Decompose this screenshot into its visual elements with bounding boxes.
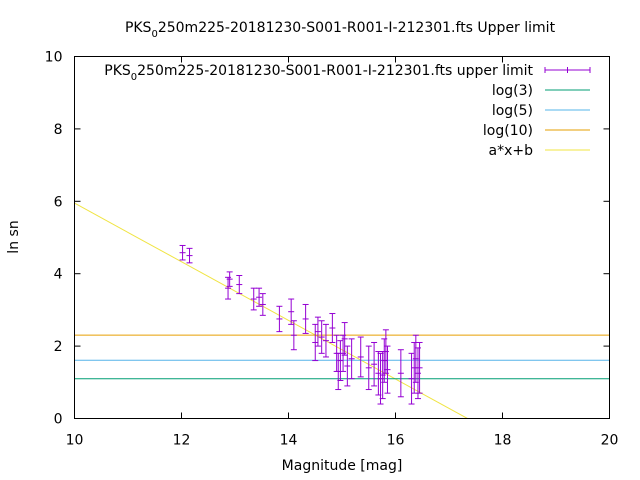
data-point [236, 275, 243, 295]
fit-line [74, 202, 469, 419]
legend-label: log(10) [483, 123, 533, 139]
legend-label: log(5) [492, 103, 533, 119]
data-point [384, 345, 391, 394]
legend-entry: log(5) [492, 103, 590, 119]
data-point [329, 313, 336, 343]
data-point [371, 341, 378, 387]
legend-label: PKS0250m225-20181230-S001-R001-I-212301.… [104, 63, 533, 83]
legend-sample-errorbar [544, 67, 591, 73]
data-point [318, 320, 325, 354]
plot-frame [74, 56, 610, 419]
data-point [397, 349, 404, 398]
data-point [416, 341, 423, 394]
data-point [290, 320, 297, 351]
legend-entry: PKS0250m225-20181230-S001-R001-I-212301.… [104, 63, 591, 83]
x-axis-ticks: 10 12 14 16 18 20 [66, 56, 619, 449]
chart-title: PKS0250m225-20181230-S001-R001-I-212301.… [125, 20, 556, 40]
data-point [314, 316, 321, 347]
data-point [256, 287, 263, 307]
y-tick-label: 10 [45, 50, 63, 66]
data-points-layer [179, 244, 423, 405]
x-tick-label: 20 [601, 433, 619, 449]
data-point [179, 244, 186, 261]
y-tick-label: 8 [54, 122, 63, 138]
data-point [337, 340, 344, 381]
y-axis-label: ln sn [6, 220, 22, 253]
y-axis-ticks: 0 2 4 6 8 10 [45, 50, 610, 428]
data-point [365, 345, 372, 391]
data-point [381, 338, 388, 383]
x-tick-label: 14 [280, 433, 298, 449]
data-point [250, 287, 257, 311]
legend-label: log(3) [492, 83, 533, 99]
fit-line-layer [74, 202, 469, 419]
x-axis-label: Magnitude [mag] [282, 458, 403, 474]
data-point [302, 303, 309, 334]
data-point [344, 345, 351, 387]
data-point [288, 298, 295, 325]
chart-title-subscript: 0 [151, 29, 157, 40]
data-point [259, 293, 266, 316]
legend-entry: log(10) [483, 123, 590, 139]
y-tick-label: 2 [54, 339, 63, 355]
data-point [341, 322, 348, 356]
y-tick-label: 4 [54, 267, 63, 283]
data-point [276, 305, 283, 333]
data-point [322, 323, 329, 358]
data-point [312, 323, 319, 362]
data-point [348, 338, 355, 380]
data-point [408, 352, 415, 405]
data-point [186, 247, 193, 264]
data-point [226, 271, 233, 287]
x-tick-label: 18 [494, 433, 512, 449]
legend-entry: a*x+b [489, 143, 590, 159]
x-tick-label: 10 [66, 433, 84, 449]
x-tick-label: 16 [387, 433, 405, 449]
data-point [357, 336, 364, 378]
legend-entry: log(3) [492, 83, 590, 99]
y-tick-label: 0 [54, 412, 63, 428]
legend: PKS0250m225-20181230-S001-R001-I-212301.… [104, 63, 591, 159]
legend-label: a*x+b [489, 143, 534, 159]
x-tick-label: 12 [173, 433, 191, 449]
y-tick-label: 6 [54, 194, 63, 210]
